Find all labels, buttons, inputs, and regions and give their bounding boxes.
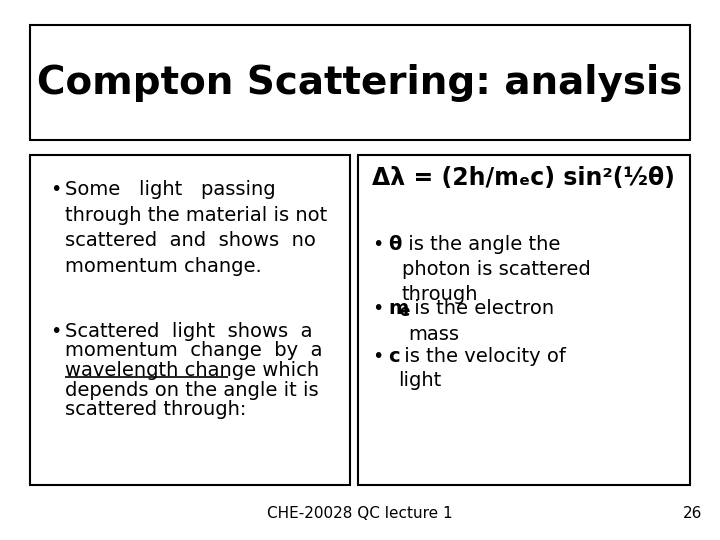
Text: θ: θ xyxy=(388,235,401,254)
Text: Scattered  light  shows  a: Scattered light shows a xyxy=(65,322,312,341)
FancyBboxPatch shape xyxy=(30,25,690,140)
Text: •: • xyxy=(372,347,383,366)
FancyBboxPatch shape xyxy=(30,155,350,485)
Text: •: • xyxy=(372,235,383,254)
Text: Some   light   passing
through the material is not
scattered  and  shows  no
mom: Some light passing through the material … xyxy=(65,180,328,276)
Text: •: • xyxy=(50,322,61,341)
Text: Δλ = (2h/mₑc) sin²(½θ): Δλ = (2h/mₑc) sin²(½θ) xyxy=(372,166,675,190)
Text: c: c xyxy=(388,347,400,366)
Text: is the electron
mass: is the electron mass xyxy=(408,300,554,343)
Text: scattered through:: scattered through: xyxy=(65,400,246,419)
Text: Compton Scattering: analysis: Compton Scattering: analysis xyxy=(37,64,683,102)
Text: depends on the angle it is: depends on the angle it is xyxy=(65,381,319,400)
Text: is the angle the
photon is scattered
through: is the angle the photon is scattered thr… xyxy=(402,235,590,304)
Text: momentum  change  by  a: momentum change by a xyxy=(65,341,323,361)
Text: CHE-20028 QC lecture 1: CHE-20028 QC lecture 1 xyxy=(267,505,453,521)
Text: •: • xyxy=(372,300,383,319)
Text: wavelength change which: wavelength change which xyxy=(65,361,319,380)
Text: •: • xyxy=(50,180,61,199)
Text: m: m xyxy=(388,300,408,319)
Text: e: e xyxy=(399,305,410,320)
FancyBboxPatch shape xyxy=(358,155,690,485)
Text: 26: 26 xyxy=(683,505,703,521)
Text: is the velocity of
light: is the velocity of light xyxy=(398,347,566,390)
